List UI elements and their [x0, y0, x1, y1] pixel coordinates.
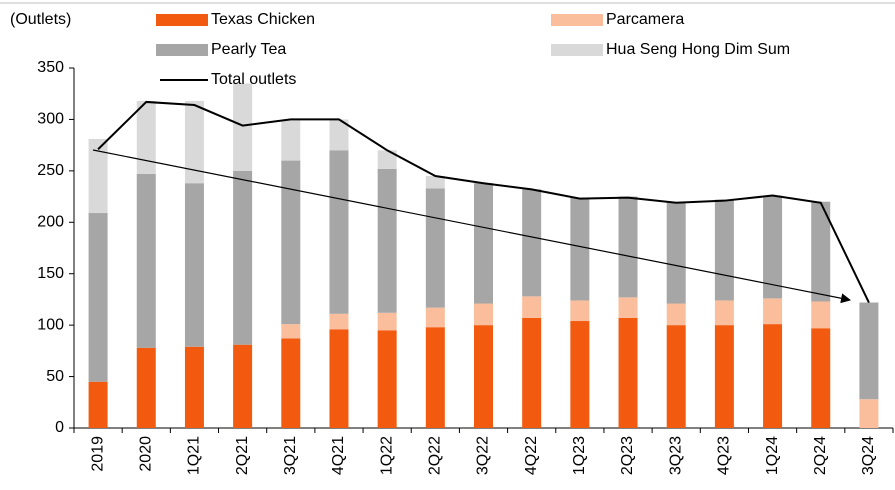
- bar-segment: [281, 119, 301, 161]
- x-tick-label: 2Q23: [619, 436, 636, 475]
- legend-label: Texas Chicken: [211, 11, 315, 28]
- x-tick-label: 2019: [89, 436, 106, 472]
- bar-segment: [714, 300, 734, 326]
- bar-segment: [763, 298, 783, 325]
- trend-arrow: [92, 149, 851, 304]
- bar-segment: [88, 381, 108, 428]
- y-tick-label: 0: [55, 419, 64, 436]
- x-tick-label: 3Q24: [860, 436, 877, 475]
- x-tick-label: 1Q21: [186, 436, 203, 475]
- bar-segment: [425, 176, 445, 189]
- bar-segment: [570, 321, 590, 428]
- legend-swatch: [156, 44, 208, 56]
- bar-segment: [618, 196, 638, 298]
- bar-segment: [425, 307, 445, 328]
- y-tick-label: 200: [37, 214, 64, 231]
- bar-segment: [666, 201, 686, 304]
- bar-segment: [377, 168, 397, 313]
- bar-segment: [666, 325, 686, 428]
- legend-swatch: [551, 14, 603, 26]
- bar-segment: [233, 344, 253, 428]
- bar-segment: [570, 300, 590, 322]
- x-tick-label: 3Q21: [282, 436, 299, 475]
- y-tick-label: 50: [46, 368, 64, 385]
- bar-segment: [714, 325, 734, 428]
- bar-segment: [618, 317, 638, 428]
- bar-segment: [570, 197, 590, 301]
- legend-label: Pearly Tea: [211, 41, 286, 58]
- bar-segment: [281, 160, 301, 325]
- y-tick-label: 350: [37, 59, 64, 76]
- legend-swatch: [551, 44, 603, 56]
- x-tick-label: 1Q24: [764, 436, 781, 475]
- x-tick-label: 3Q22: [475, 436, 492, 475]
- bar-segment: [233, 170, 253, 345]
- legend-label: Hua Seng Hong Dim Sum: [606, 41, 790, 58]
- x-tick-label: 1Q22: [378, 436, 395, 475]
- bar-segment: [136, 100, 156, 174]
- bar-segment: [184, 183, 204, 347]
- bar-segment: [811, 301, 831, 329]
- bar-segment: [184, 100, 204, 184]
- y-tick-label: 300: [37, 111, 64, 128]
- bar-segment: [377, 312, 397, 331]
- bar-segment: [811, 328, 831, 428]
- bar-segment: [281, 324, 301, 339]
- bar-segment: [377, 150, 397, 169]
- y-tick-label: 150: [37, 265, 64, 282]
- bar-segment: [329, 119, 349, 151]
- bar-segment: [522, 296, 542, 318]
- bar-segment: [522, 317, 542, 428]
- x-tick-label: 1Q23: [571, 436, 588, 475]
- bar-segment: [136, 347, 156, 428]
- x-tick-label: 2Q21: [234, 436, 251, 475]
- x-tick-label: 4Q23: [716, 436, 733, 475]
- bar-segment: [425, 327, 445, 428]
- bar-segment: [522, 189, 542, 297]
- bar-segment: [233, 83, 253, 171]
- bar-segment: [329, 313, 349, 330]
- y-tick-label: 250: [37, 162, 64, 179]
- bar-segment: [329, 329, 349, 428]
- bar-segment: [281, 338, 301, 428]
- bar-segment: [88, 138, 108, 214]
- bar-segment: [184, 346, 204, 428]
- bar-segment: [329, 150, 349, 314]
- plot: 0 50 100 150 200 250 300 350 2019 2020 1Q21 2Q21 3Q2…: [37, 59, 894, 475]
- legend-label: Parcamera: [606, 11, 684, 28]
- x-tick-label: 4Q21: [330, 436, 347, 475]
- bar-segment: [714, 199, 734, 301]
- legend-label: Total outlets: [211, 71, 296, 88]
- bar-segment: [859, 302, 879, 400]
- x-tick-label: 2020: [137, 436, 154, 472]
- bar-segment: [377, 330, 397, 428]
- x-tick-label: 2Q24: [812, 436, 829, 475]
- bar-segment: [474, 183, 493, 304]
- bar-segment: [811, 201, 831, 302]
- bar-segment: [474, 303, 493, 326]
- y-axis-label: (Outlets): [10, 11, 71, 28]
- x-tick-label: 2Q22: [427, 436, 444, 475]
- bar-segment: [425, 188, 445, 308]
- y-tick-label: 100: [37, 316, 64, 333]
- bar-segment: [666, 303, 686, 326]
- bar-segment: [618, 297, 638, 318]
- legend-swatch: [156, 14, 208, 26]
- bar-segment: [763, 195, 783, 299]
- bar-segment: [474, 325, 493, 428]
- bar-segment: [88, 213, 108, 382]
- bar-segment: [859, 399, 879, 428]
- x-tick-label: 4Q22: [523, 436, 540, 475]
- bar-segment: [136, 173, 156, 348]
- bar-segment: [763, 324, 783, 428]
- total-line: [97, 100, 870, 303]
- x-tick-label: 3Q23: [667, 436, 684, 475]
